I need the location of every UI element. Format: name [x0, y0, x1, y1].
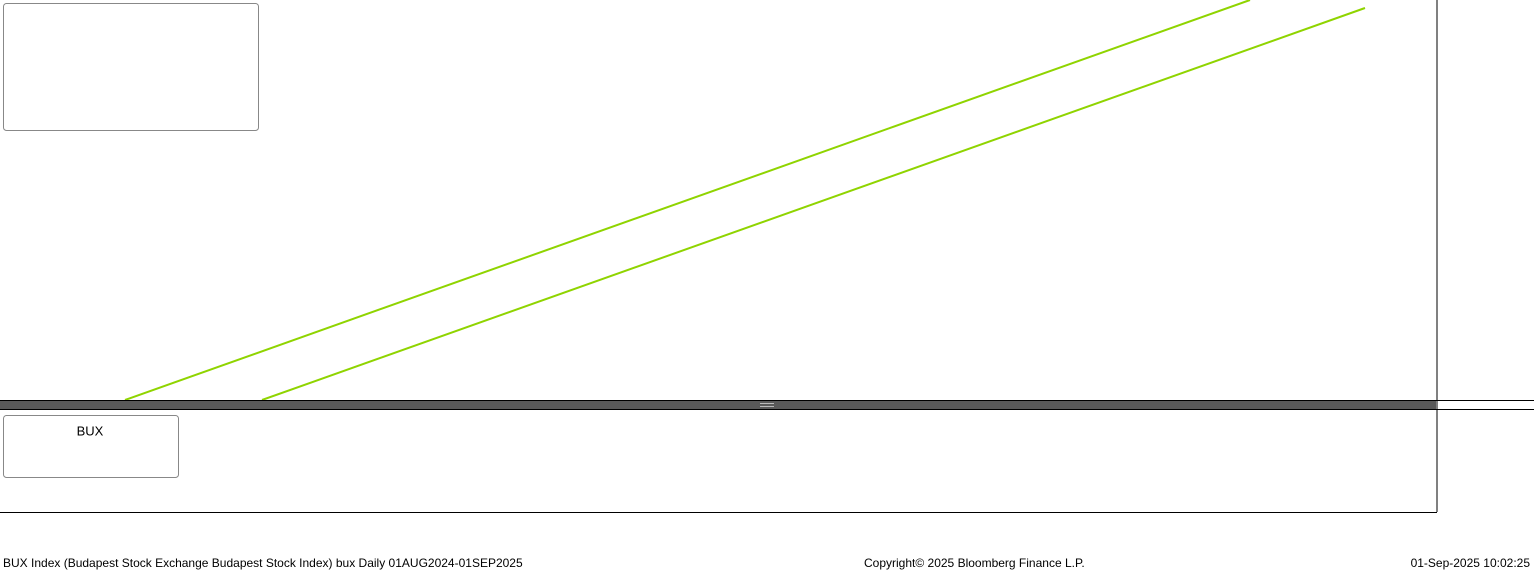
macd-legend: BUX	[3, 415, 179, 478]
trendlines	[124, 0, 1366, 400]
legend-box	[3, 3, 259, 131]
legend-box	[3, 415, 179, 478]
macd-title: BUX	[77, 423, 104, 438]
trendline	[261, 7, 1366, 400]
footer-center: Copyright© 2025 Bloomberg Finance L.P.	[864, 556, 1085, 570]
footer-left: BUX Index (Budapest Stock Exchange Budap…	[3, 556, 523, 570]
panel-splitter	[0, 401, 1436, 409]
legend	[3, 3, 259, 131]
trendline	[124, 0, 1251, 400]
footer-right: 01-Sep-2025 10:02:25	[1411, 556, 1531, 570]
axes	[0, 0, 1534, 513]
